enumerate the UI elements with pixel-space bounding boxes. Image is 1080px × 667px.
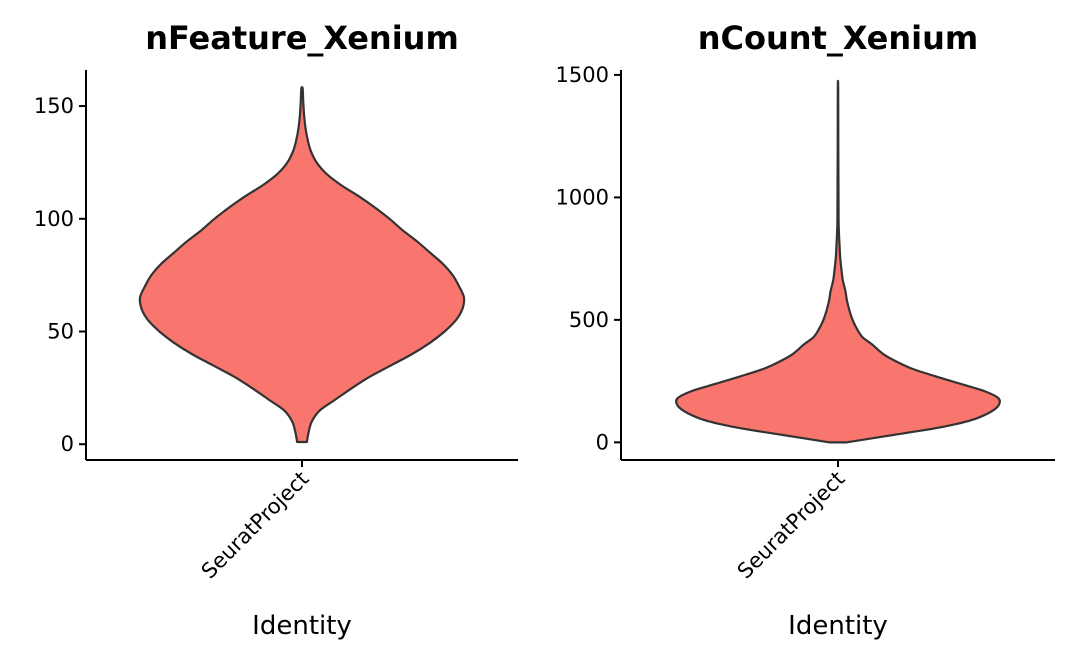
y-tick-label: 500 [569, 308, 609, 332]
y-tick-label: 1500 [556, 63, 609, 87]
y-tick-label: 100 [34, 207, 74, 231]
x-axis-title: Identity [788, 611, 888, 641]
y-tick-label: 0 [61, 432, 74, 456]
x-category-label: SeuratProject [197, 467, 314, 584]
chart-title: nCount_Xenium [698, 19, 979, 57]
violin-seuratproject [675, 79, 1001, 444]
x-category-label: SeuratProject [733, 467, 850, 584]
x-axis-title: Identity [252, 611, 352, 641]
y-tick-label: 0 [596, 430, 609, 454]
y-tick-label: 50 [47, 320, 74, 344]
chart-title: nFeature_Xenium [145, 19, 459, 57]
y-tick-label: 1000 [556, 185, 609, 209]
violin-seuratproject [138, 86, 466, 444]
y-tick-label: 150 [34, 94, 74, 118]
panel-ncount: nCount_Xenium 0 500 1000 1500 SeuratProject Id… [556, 19, 1055, 641]
panel-nfeature: nFeature_Xenium 0 50 100 150 SeuratProject Ide… [34, 19, 518, 641]
